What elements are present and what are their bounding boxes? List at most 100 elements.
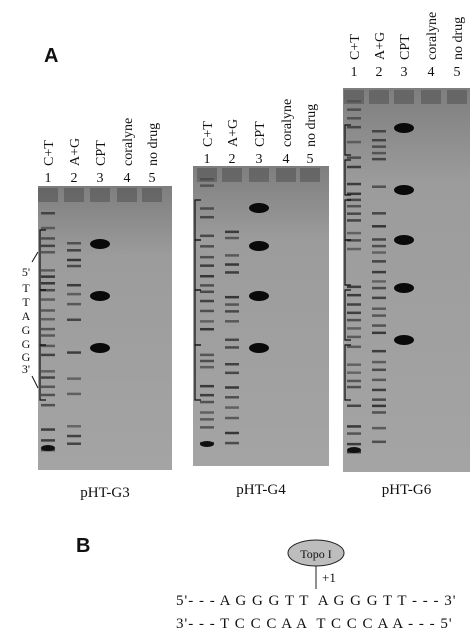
band bbox=[90, 343, 110, 353]
band bbox=[41, 344, 55, 348]
band bbox=[372, 212, 386, 215]
lane-number: 2 bbox=[376, 65, 383, 80]
panel-label: B bbox=[76, 535, 90, 557]
band bbox=[347, 231, 361, 235]
band bbox=[225, 271, 239, 274]
band bbox=[200, 365, 214, 369]
band bbox=[372, 151, 386, 155]
band bbox=[225, 362, 239, 366]
bracket bbox=[344, 124, 351, 156]
band bbox=[67, 377, 81, 380]
band bbox=[249, 291, 269, 301]
lane-number: 3 bbox=[256, 152, 263, 167]
lane-label: C+T bbox=[348, 34, 363, 60]
band bbox=[67, 292, 81, 296]
band bbox=[200, 426, 214, 429]
band bbox=[372, 238, 386, 241]
band bbox=[225, 441, 239, 445]
band bbox=[372, 314, 386, 317]
bottom-strand: 3'- - - T C C C A A T C C C A A - - - 5' bbox=[176, 616, 453, 632]
band bbox=[347, 404, 361, 408]
band bbox=[225, 236, 239, 240]
lane-number: 1 bbox=[204, 152, 211, 167]
sequence-label: T bbox=[22, 295, 30, 309]
sequence-label: G bbox=[22, 337, 31, 351]
band bbox=[41, 385, 55, 389]
lane-label: A+G bbox=[68, 138, 83, 166]
band bbox=[225, 416, 239, 420]
band bbox=[41, 327, 55, 331]
band bbox=[249, 343, 269, 353]
gel bbox=[193, 166, 329, 466]
band bbox=[372, 440, 386, 444]
lane-number: 2 bbox=[71, 171, 78, 186]
band bbox=[225, 346, 239, 349]
lane-label: coralyne bbox=[280, 99, 295, 147]
band bbox=[41, 428, 55, 431]
band bbox=[41, 282, 55, 285]
well bbox=[222, 168, 242, 182]
band bbox=[67, 242, 81, 245]
lane-label: CPT bbox=[94, 140, 109, 166]
band bbox=[200, 255, 214, 259]
top-strand: 5'- - - A G G G T T A G G G T T - - - 3' bbox=[176, 593, 456, 609]
band bbox=[372, 296, 386, 300]
band bbox=[347, 318, 361, 322]
band bbox=[372, 368, 386, 372]
band bbox=[347, 303, 361, 306]
lane-label: no drug bbox=[451, 17, 466, 60]
band bbox=[41, 309, 55, 312]
band bbox=[347, 432, 361, 435]
band bbox=[200, 207, 214, 210]
band bbox=[200, 234, 214, 238]
band bbox=[372, 157, 386, 161]
site-label: +1 bbox=[322, 570, 336, 585]
well bbox=[142, 188, 162, 202]
well bbox=[447, 90, 467, 104]
gel-name: pHT-G6 bbox=[382, 482, 432, 498]
bracket bbox=[344, 159, 351, 196]
lane-number: 5 bbox=[307, 152, 314, 167]
lane-label: no drug bbox=[304, 104, 319, 147]
band bbox=[372, 324, 386, 327]
band bbox=[347, 182, 361, 186]
band bbox=[225, 406, 239, 409]
band bbox=[347, 156, 361, 159]
lane-label: A+G bbox=[226, 119, 241, 147]
band bbox=[200, 309, 214, 313]
band bbox=[347, 247, 361, 251]
lane-label: coralyne bbox=[425, 12, 440, 60]
band bbox=[200, 320, 214, 323]
band bbox=[347, 379, 361, 383]
band bbox=[200, 411, 214, 414]
band bbox=[67, 351, 81, 354]
band bbox=[200, 290, 214, 294]
band bbox=[200, 274, 214, 278]
band bbox=[67, 283, 81, 287]
band bbox=[347, 192, 361, 196]
lane-label: C+T bbox=[42, 140, 57, 166]
band bbox=[41, 445, 55, 451]
band bbox=[90, 239, 110, 249]
lane-number: 4 bbox=[428, 65, 435, 80]
lane-number: 5 bbox=[454, 65, 461, 80]
band bbox=[200, 384, 214, 388]
band bbox=[225, 338, 239, 342]
band bbox=[41, 393, 55, 397]
well bbox=[249, 168, 269, 182]
band bbox=[347, 239, 361, 242]
lane-number: 3 bbox=[401, 65, 408, 80]
band bbox=[347, 204, 361, 208]
band bbox=[394, 185, 414, 195]
band bbox=[67, 425, 81, 428]
band bbox=[347, 327, 361, 330]
lane-label: coralyne bbox=[121, 118, 136, 166]
band bbox=[372, 349, 386, 353]
band bbox=[41, 317, 55, 321]
well bbox=[38, 188, 58, 202]
band bbox=[372, 185, 386, 188]
well bbox=[64, 188, 84, 202]
lane-label: CPT bbox=[398, 34, 413, 60]
well bbox=[344, 90, 364, 104]
band bbox=[200, 215, 214, 219]
